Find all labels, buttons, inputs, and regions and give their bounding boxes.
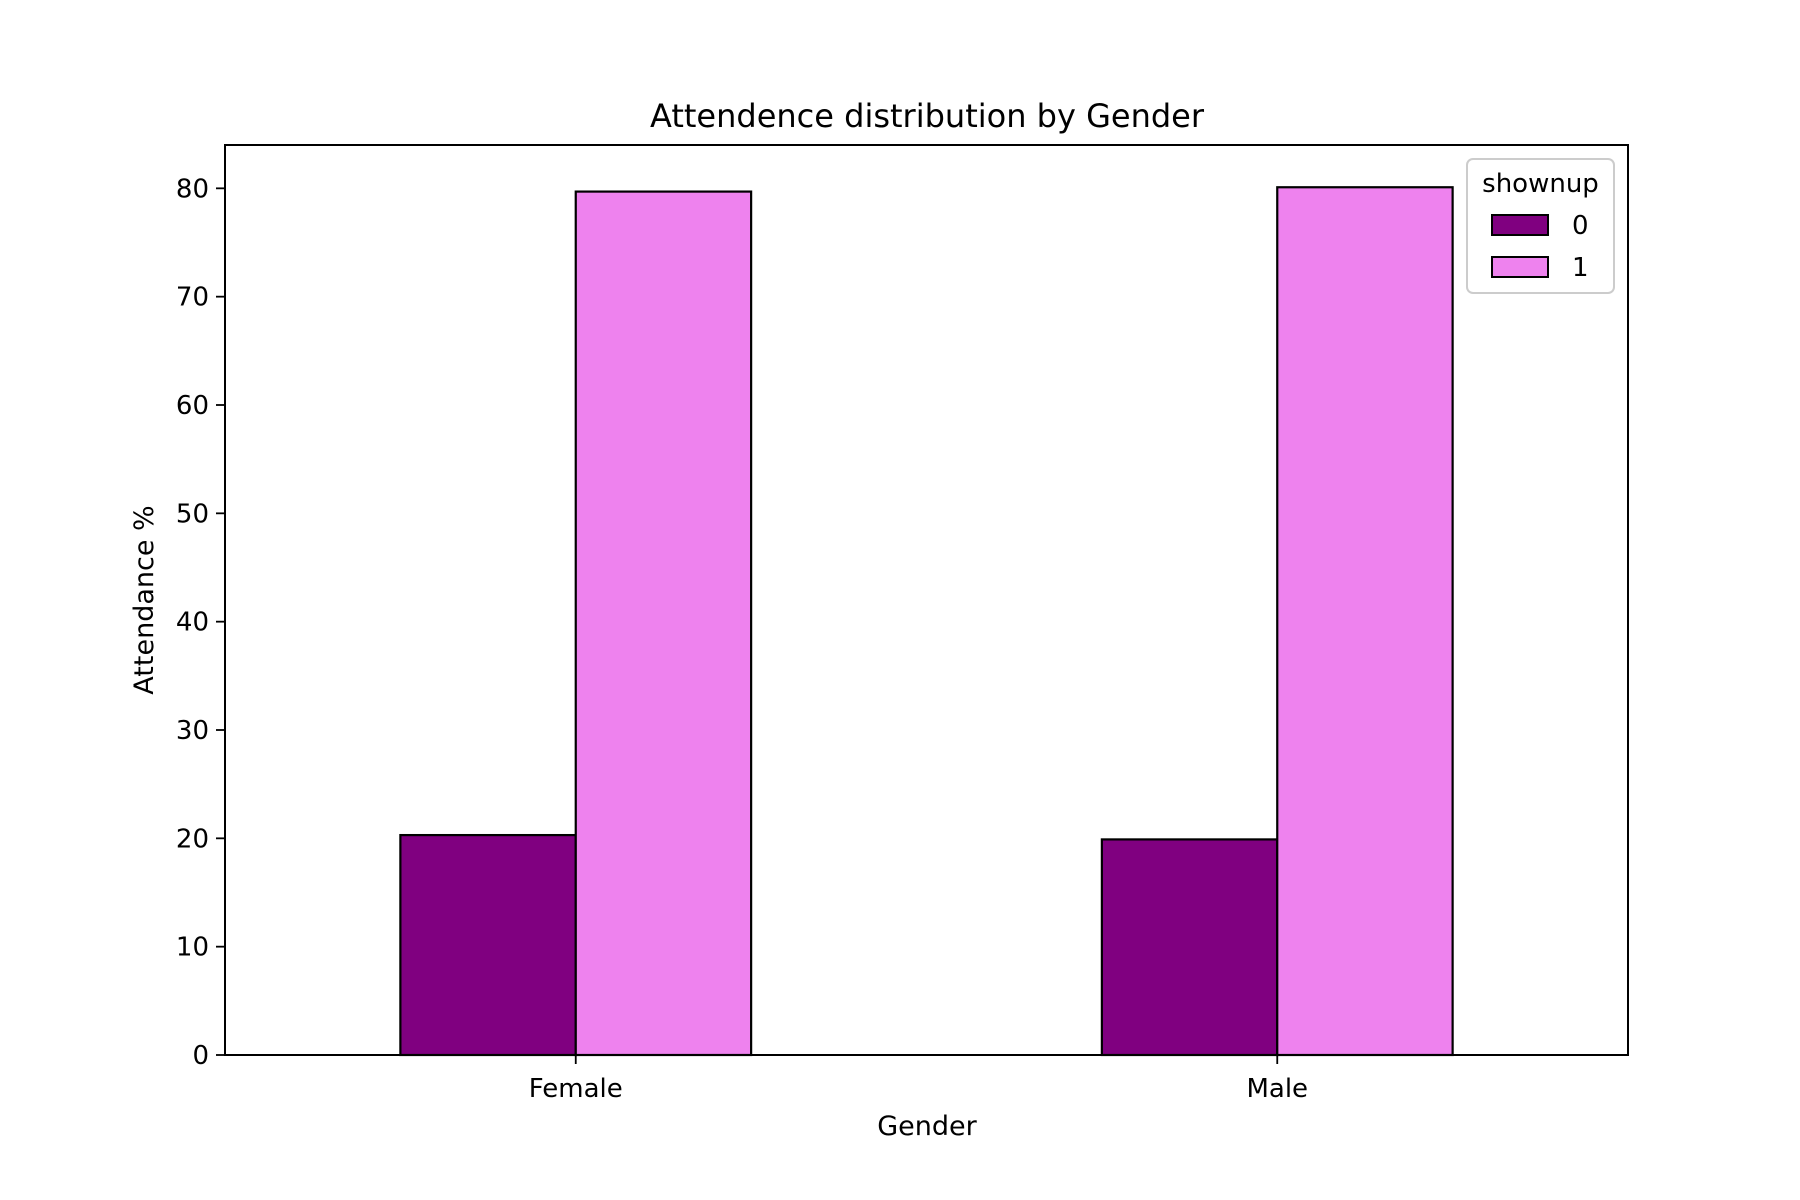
bar-female-series-1: [574, 190, 753, 1057]
y-tick-label-0: 0: [192, 1041, 209, 1071]
y-tick-label-60: 60: [176, 391, 209, 421]
y-tick-label-40: 40: [176, 608, 209, 638]
y-tick-label-10: 10: [176, 933, 209, 963]
y-tick-label-20: 20: [176, 824, 209, 854]
y-tick-label-30: 30: [176, 716, 209, 746]
legend-label-0: 0: [1572, 211, 1589, 241]
bar-male-series-1: [1276, 186, 1454, 1057]
x-tick-label-male: Male: [1246, 1074, 1308, 1104]
y-tick-label-50: 50: [176, 499, 209, 529]
axes-frame: [224, 144, 1629, 1056]
bar-male-series-0: [1100, 838, 1279, 1057]
y-axis-label: Attendance %: [129, 505, 160, 694]
bar-female-series-0: [399, 833, 577, 1057]
chart-title: Attendence distribution by Gender: [650, 97, 1205, 135]
legend-swatch-1: [1491, 256, 1549, 278]
legend: shownup 0 1: [1466, 158, 1615, 294]
y-tick-label-70: 70: [176, 283, 209, 313]
x-axis-label: Gender: [877, 1111, 977, 1142]
x-tick-label-female: Female: [529, 1074, 623, 1104]
legend-swatch-0: [1491, 214, 1549, 236]
legend-label-1: 1: [1572, 253, 1589, 283]
legend-title: shownup: [1482, 169, 1599, 199]
y-tick-label-80: 80: [176, 174, 209, 204]
